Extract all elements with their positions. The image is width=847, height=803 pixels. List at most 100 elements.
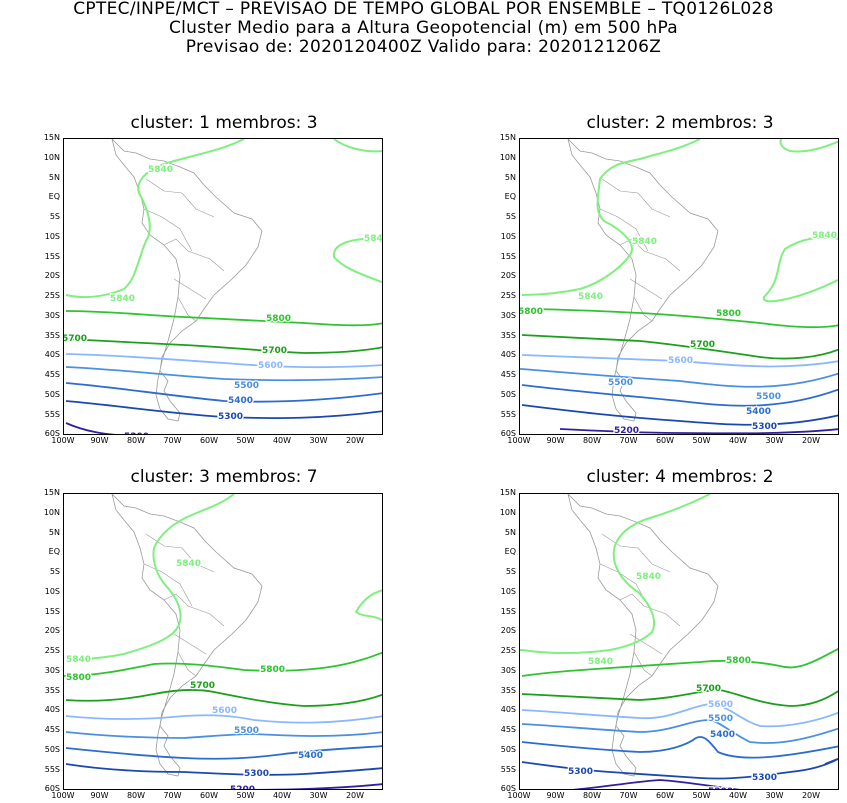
country-border <box>173 278 207 300</box>
panel-3-title: cluster: 3 membros: 7 <box>130 467 318 487</box>
lat-tick-label: 5N <box>504 172 516 182</box>
lat-tick-label: 40S <box>44 350 60 360</box>
contour-5300 <box>65 763 382 776</box>
lat-tick-label: EQ <box>504 547 516 557</box>
contour-5840 <box>779 139 838 153</box>
contour-label: 5500 <box>234 381 259 391</box>
lat-tick-label: 10N <box>499 507 516 517</box>
contour-label: 5400 <box>746 407 771 417</box>
lat-tick-label: EQ <box>504 192 516 202</box>
contour-label: 5840 <box>632 237 657 247</box>
contour-label: 5400 <box>228 396 253 406</box>
lon-tick-label: 20W <box>801 791 821 800</box>
contour-map: 5840 5840 5840 5800 5800 5700 5600 5500 5500 5400… <box>520 139 838 435</box>
lat-tick-label: 30S <box>44 665 60 675</box>
lat-tick-label: 10S <box>44 586 60 596</box>
country-border <box>143 563 193 607</box>
country-border <box>599 563 649 607</box>
contour-label: 5400 <box>710 730 735 740</box>
contour-5300 <box>65 400 382 420</box>
contour-5800 <box>65 310 382 327</box>
contour-5800 <box>65 651 382 677</box>
contour-5700 <box>65 338 382 354</box>
lat-tick-label: 10S <box>500 586 516 596</box>
lat-tick-label: 10N <box>499 152 516 162</box>
contour-label: 5400 <box>298 751 323 761</box>
contour-label: 5800 <box>66 673 91 683</box>
contour-5200 <box>559 428 838 434</box>
lon-tick-label: 90W <box>546 436 565 445</box>
contour-label: 5500 <box>756 392 781 402</box>
main-title: CPTEC/INPE/MCT – PREVISAO DE TEMPO GLOBA… <box>73 0 774 19</box>
contour-5840 <box>521 139 701 296</box>
country-border <box>177 296 197 322</box>
contour-label: 5840 <box>364 234 383 244</box>
contour-label: 5300 <box>752 773 777 783</box>
lon-tick-label: 90W <box>90 436 109 445</box>
contour-label: 5200 <box>124 432 149 435</box>
lat-tick-label: 45S <box>44 725 60 734</box>
country-border <box>177 651 197 677</box>
contour-label: 5800 <box>260 665 285 675</box>
lat-tick-label: 15S <box>44 606 60 616</box>
contour-5800 <box>521 308 838 329</box>
country-border <box>633 651 653 677</box>
lat-tick-label: 5S <box>49 212 60 221</box>
lat-tick-label: 15S <box>500 251 516 261</box>
lon-tick-label: 40W <box>272 436 292 445</box>
country-border <box>173 633 207 655</box>
lat-tick-label: 10S <box>44 231 60 241</box>
lat-tick-label: 20S <box>44 271 60 281</box>
contour-5700 <box>65 688 382 707</box>
lon-tick-label: 20W <box>345 436 365 445</box>
contour-5840 <box>521 494 711 654</box>
contour-5800 <box>521 648 838 677</box>
lon-tick-label: 30W <box>309 791 328 800</box>
contour-label: 5840 <box>66 655 91 665</box>
lat-tick-label: 40S <box>44 705 60 715</box>
contour-label: 5200 <box>614 426 639 435</box>
lon-tick-label: 60W <box>199 436 219 445</box>
lon-tick-label: 50W <box>692 791 711 800</box>
country-border <box>601 178 671 218</box>
lat-tick-label: 15N <box>43 488 60 497</box>
lon-tick-label: 50W <box>236 791 255 800</box>
lat-tick-label: 25S <box>500 646 516 655</box>
lon-tick-label: 100W <box>51 436 75 445</box>
lon-tick-label: 90W <box>90 791 109 800</box>
lat-tick-label: 45S <box>500 725 516 734</box>
panel-2-map: 5840 5840 5840 5800 5800 5700 5600 5500 5500 5400… <box>519 138 839 435</box>
country-border <box>619 238 681 272</box>
contour-5400 <box>521 736 838 759</box>
lat-tick-label: EQ <box>48 192 60 202</box>
contour-label: 5500 <box>608 378 633 388</box>
forecast-dates: Previsao de: 2020120400Z Valido para: 20… <box>185 37 662 57</box>
contour-label: 5700 <box>262 346 287 356</box>
contour-label: 5600 <box>258 361 283 371</box>
lon-tick-label: 30W <box>309 436 328 445</box>
contour-label: 5200 <box>230 785 255 790</box>
country-border <box>629 278 663 300</box>
contour-5600 <box>65 353 382 369</box>
contour-5400 <box>65 745 382 760</box>
lat-tick-label: 5S <box>49 567 60 576</box>
contour-5840 <box>354 589 382 622</box>
contour-5500 <box>521 368 838 388</box>
lon-tick-label: 70W <box>163 791 182 800</box>
contour-5300 <box>521 404 838 426</box>
country-border <box>601 533 671 573</box>
lat-tick-label: 35S <box>44 685 60 695</box>
contour-label: 5840 <box>588 657 613 667</box>
contour-map: 5840 5840 5800 5800 5700 5600 5500 5400 5300 5200 <box>64 494 382 790</box>
lat-tick-label: 60S <box>44 429 60 439</box>
country-border <box>619 593 681 627</box>
lon-tick-label: 60W <box>199 791 219 800</box>
contour-5500 <box>521 719 838 744</box>
contour-label: 5600 <box>212 706 237 716</box>
lat-tick-label: 30S <box>500 310 516 320</box>
lat-tick-label: 35S <box>500 330 516 340</box>
contour-5840 <box>333 139 382 153</box>
lon-tick-label: 60W <box>655 436 675 445</box>
lon-tick-label: 70W <box>163 436 182 445</box>
subtitle: Cluster Medio para a Altura Geopotencial… <box>168 18 679 38</box>
